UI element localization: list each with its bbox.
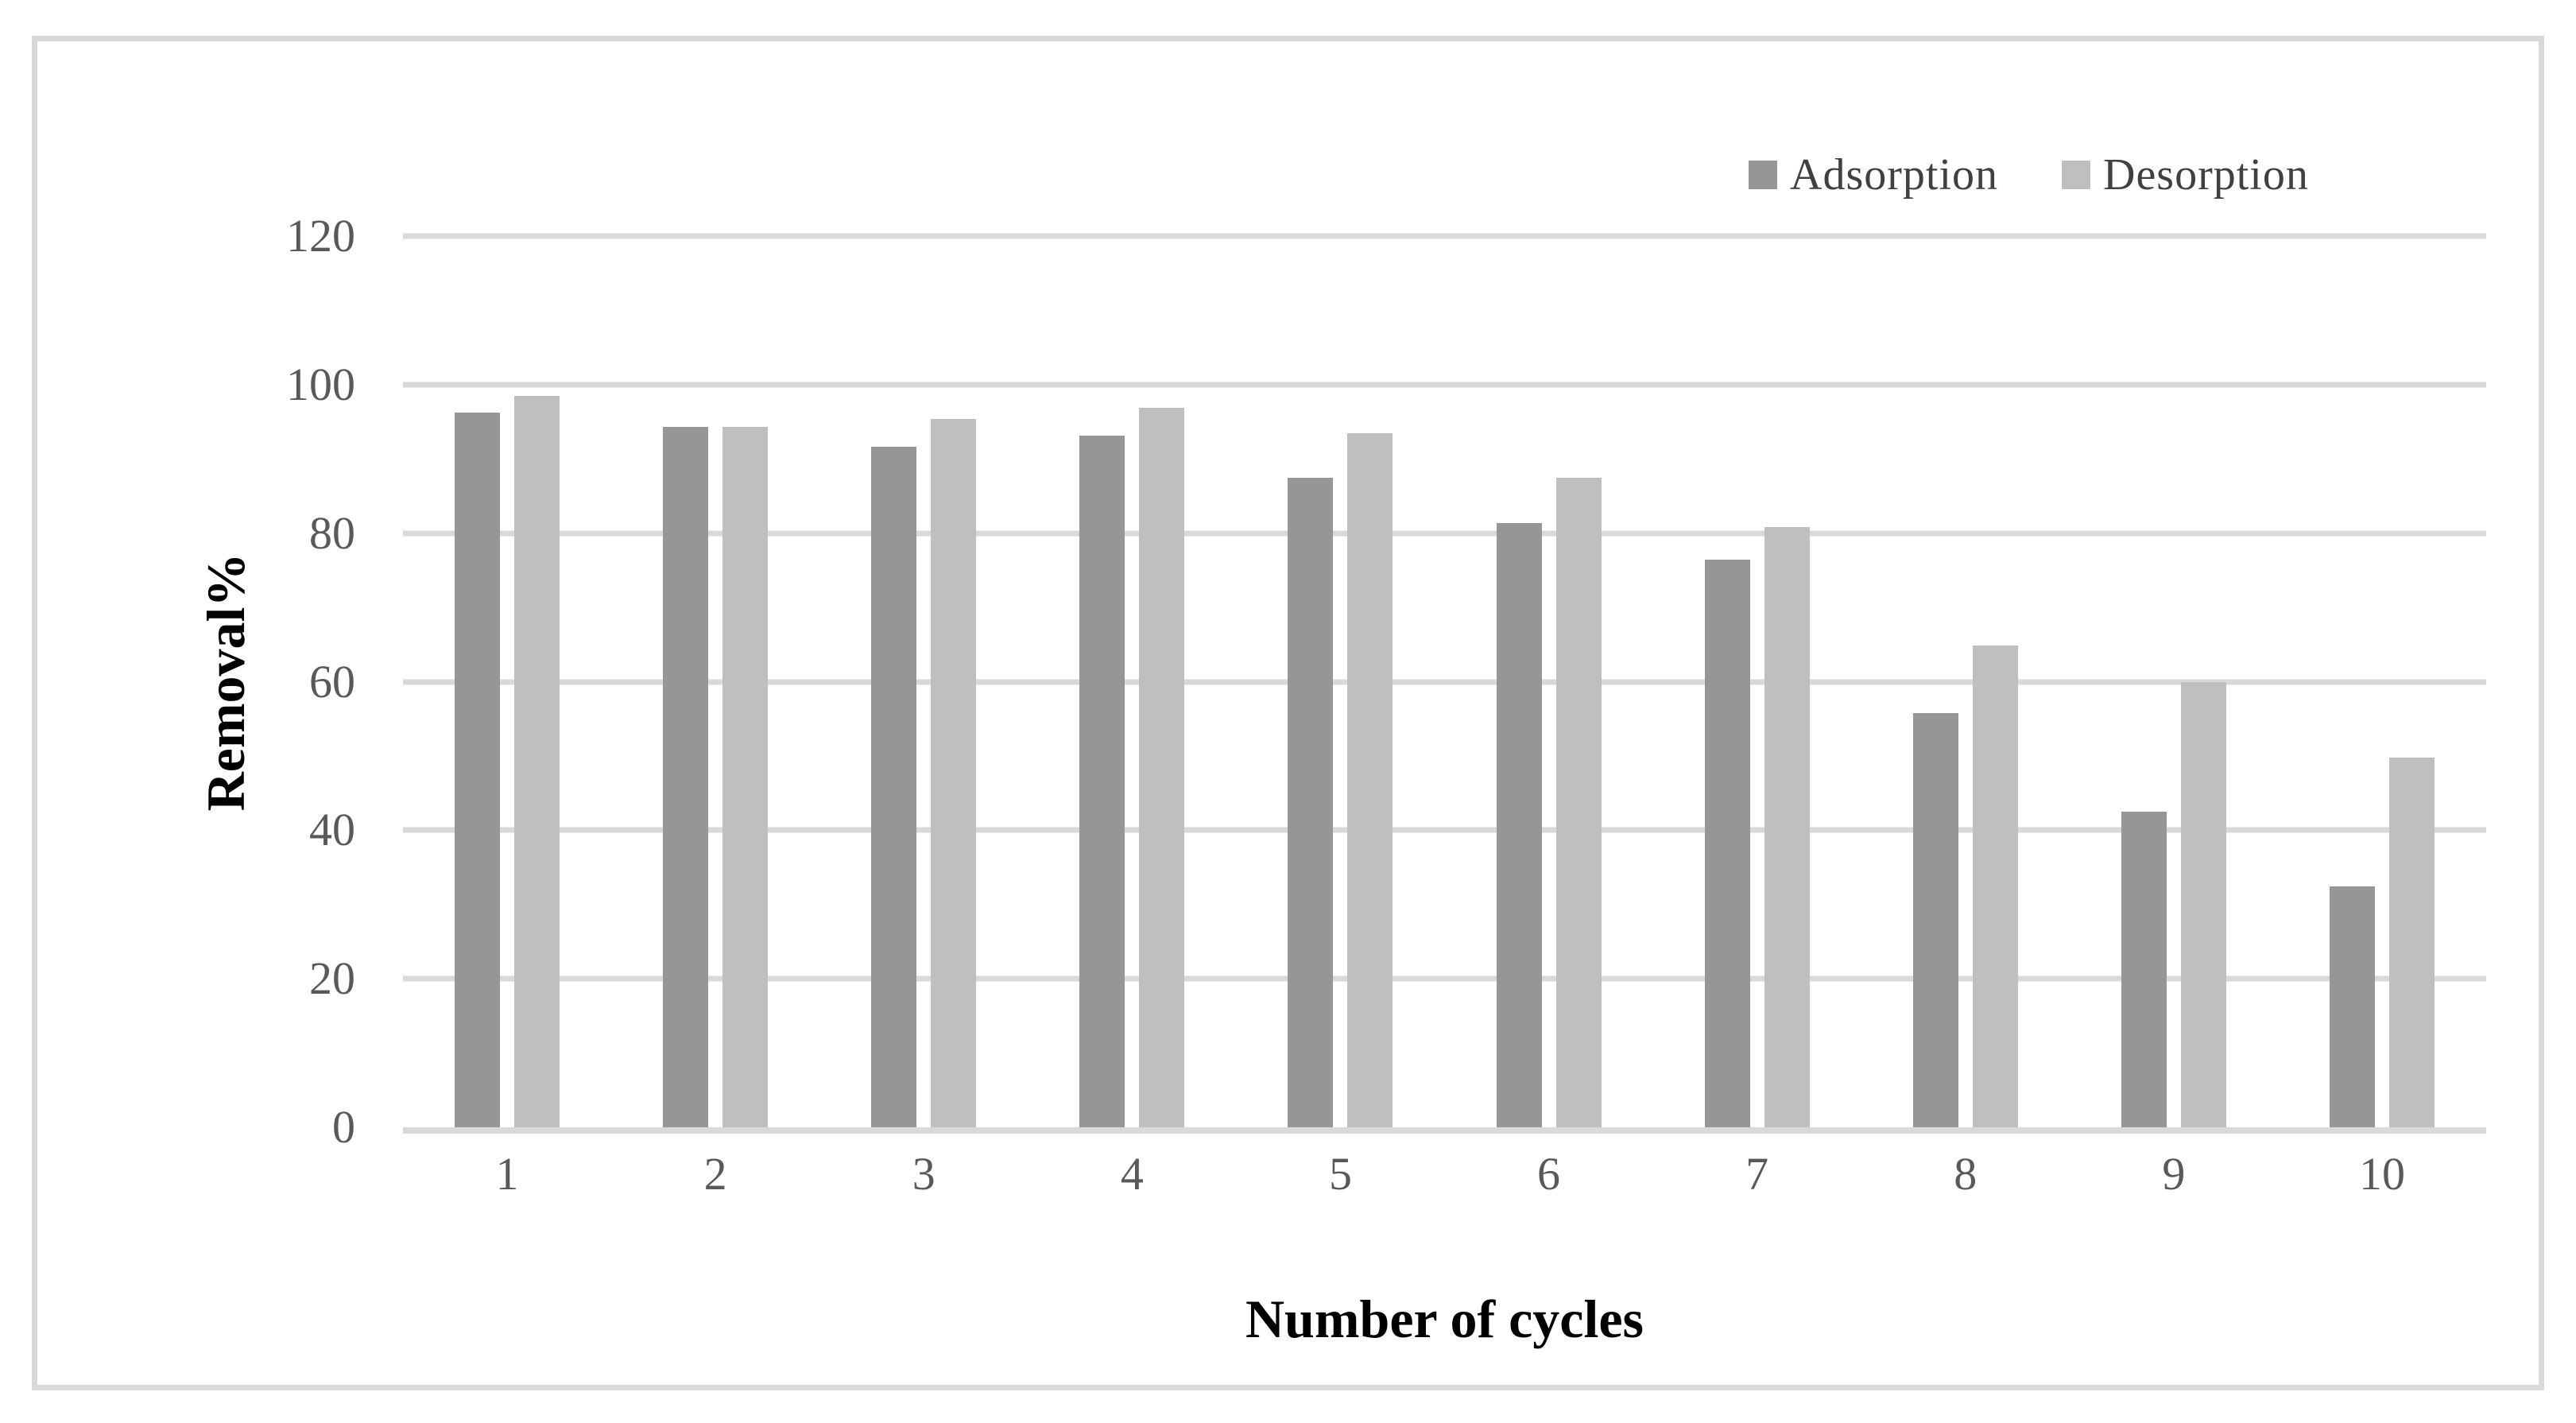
x-tick-label-3: 3 (912, 1148, 935, 1200)
bar-group-cycle-4 (1028, 236, 1236, 1127)
x-tick-label-9: 9 (2162, 1148, 2186, 1200)
x-tick-label-10: 10 (2358, 1148, 2405, 1200)
bar-desorption-cycle-9 (2180, 681, 2226, 1127)
legend-label-adsorption: Adsorption (1790, 150, 1998, 200)
y-tick-label-80: 80 (309, 506, 355, 559)
bar-group-cycle-3 (819, 236, 1028, 1127)
bar-group-cycle-7 (1653, 236, 1861, 1127)
y-tick-label-120: 120 (286, 210, 355, 262)
bar-adsorption-cycle-10 (2329, 886, 2375, 1127)
bar-adsorption-cycle-5 (1288, 477, 1334, 1127)
gridline-y-40 (403, 827, 2486, 833)
y-axis-labels: 0 20 40 60 80 100 120 (0, 211, 403, 1153)
bar-adsorption-cycle-7 (1704, 560, 1750, 1127)
gridline-y-20 (403, 975, 2486, 982)
bar-desorption-cycle-3 (931, 418, 977, 1127)
bar-desorption-cycle-1 (514, 395, 560, 1127)
bar-adsorption-cycle-8 (1912, 712, 1958, 1127)
x-tick-label-5: 5 (1328, 1148, 1352, 1200)
x-tick-label-8: 8 (1954, 1148, 1978, 1200)
y-tick-label-0: 0 (332, 1101, 355, 1153)
bar-group-cycle-6 (1445, 236, 1653, 1127)
gridline-y-120 (403, 233, 2486, 239)
bar-adsorption-cycle-6 (1496, 522, 1542, 1127)
bar-group-cycle-8 (1861, 236, 2070, 1127)
legend: Adsorption Desorption (1749, 149, 2309, 200)
x-tick-label-2: 2 (703, 1148, 727, 1200)
gridline-y-60 (403, 679, 2486, 684)
bar-desorption-cycle-5 (1347, 432, 1393, 1127)
x-tick-label-6: 6 (1537, 1148, 1561, 1200)
gridline-y-100 (403, 382, 2486, 388)
bar-group-cycle-5 (1236, 236, 1444, 1127)
bar-desorption-cycle-8 (1972, 645, 2018, 1127)
bar-desorption-cycle-7 (1764, 527, 1810, 1127)
legend-item-adsorption: Adsorption (1749, 149, 1998, 200)
bar-adsorption-cycle-9 (2121, 811, 2167, 1127)
plot-area (403, 233, 2486, 1134)
y-tick-label-40: 40 (309, 804, 355, 856)
y-tick-label-60: 60 (309, 655, 355, 708)
bar-group-cycle-10 (2278, 236, 2486, 1127)
bar-adsorption-cycle-3 (871, 447, 917, 1127)
adsorption-swatch-icon (1749, 161, 1777, 189)
bar-group-cycle-1 (403, 236, 611, 1127)
x-tick-label-7: 7 (1745, 1148, 1769, 1200)
x-axis-title: Number of cycles (1245, 1289, 1644, 1349)
x-tick-label-1: 1 (495, 1148, 519, 1200)
bar-adsorption-cycle-2 (663, 427, 709, 1127)
gridline-y-80 (403, 530, 2486, 537)
bar-group-cycle-2 (611, 236, 819, 1127)
y-tick-label-100: 100 (286, 358, 355, 410)
desorption-swatch-icon (2062, 161, 2090, 189)
bar-desorption-cycle-6 (1555, 477, 1602, 1127)
x-axis-labels: 1 2 3 4 5 6 7 8 9 10 (403, 1147, 2486, 1211)
bar-desorption-cycle-2 (722, 427, 769, 1127)
legend-label-desorption: Desorption (2103, 150, 2309, 200)
bar-adsorption-cycle-1 (455, 413, 501, 1127)
y-tick-label-20: 20 (309, 952, 355, 1005)
bar-desorption-cycle-10 (2388, 757, 2435, 1127)
x-tick-label-4: 4 (1120, 1148, 1144, 1200)
bar-adsorption-cycle-4 (1079, 436, 1125, 1127)
bar-desorption-cycle-4 (1139, 407, 1185, 1127)
legend-item-desorption: Desorption (2062, 149, 2309, 200)
x-axis-line (403, 1127, 2486, 1134)
bar-group-cycle-9 (2070, 236, 2278, 1127)
